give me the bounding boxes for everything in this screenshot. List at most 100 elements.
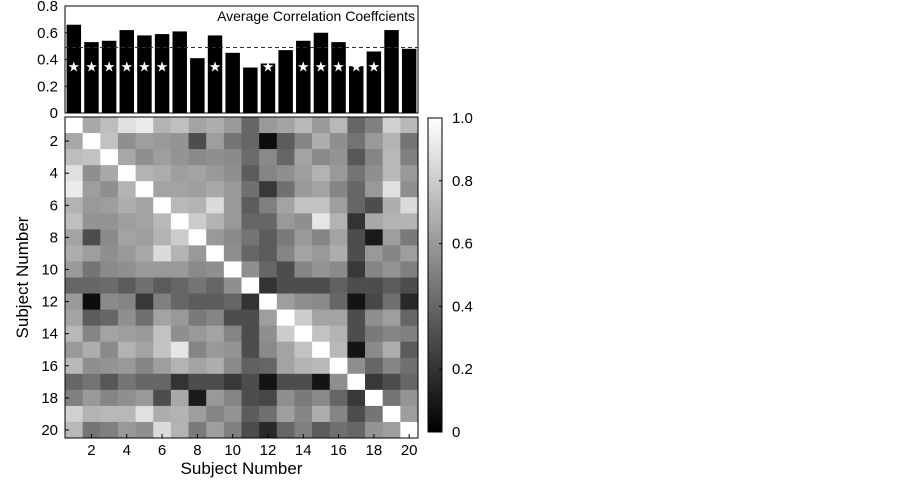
heatmap-cell [206, 165, 225, 182]
heatmap-cell [259, 133, 278, 150]
heatmap-cell [329, 133, 348, 150]
bar-series [66, 24, 417, 114]
heatmap-cell [329, 229, 348, 246]
heatmap-cell [259, 389, 278, 407]
heatmap-cell [312, 213, 331, 230]
heatmap-cell [365, 133, 384, 150]
heatmap-cell [347, 293, 366, 310]
heatmap-cell [100, 325, 119, 343]
heatmap-cell [65, 117, 84, 134]
heatmap-cell [188, 117, 207, 134]
heatmap-cell [294, 245, 313, 262]
heatmap-cell [365, 357, 384, 375]
bar-subject-14 [296, 40, 311, 113]
heatmap-cell [170, 165, 189, 182]
heatmap-cell [329, 421, 348, 439]
heatmap-cell [276, 357, 295, 375]
heatmap-x-tick-label: 10 [224, 442, 241, 459]
heatmap-cell [347, 181, 366, 198]
heatmap-cell [206, 245, 225, 262]
heatmap-cell [259, 149, 278, 166]
heatmap-cell [170, 245, 189, 262]
heatmap-cell [276, 165, 295, 182]
heatmap-y-tick-label: 10 [41, 261, 58, 278]
heatmap-cell [117, 405, 136, 423]
heatmap-cell [329, 277, 348, 294]
bar-chart-title: Average Correlation Coeffcients [217, 8, 415, 24]
heatmap-cell [188, 197, 207, 214]
heatmap-cell [100, 309, 119, 327]
star-marker-18: ★ [368, 60, 381, 76]
heatmap-cell [206, 309, 225, 327]
heatmap-cell [100, 293, 119, 310]
star-marker-6: ★ [156, 60, 169, 76]
heatmap-cell [65, 245, 84, 262]
heatmap-cell [382, 229, 401, 246]
heatmap-cell [100, 389, 119, 407]
heatmap-cell [117, 117, 136, 134]
heatmap-cell [135, 421, 154, 439]
heatmap-cell [223, 261, 242, 278]
bar-y-tick-label: 0.6 [37, 25, 58, 42]
heatmap-cell [65, 341, 84, 359]
heatmap-cell [276, 133, 295, 150]
heatmap-cell [241, 213, 260, 230]
heatmap-cell [294, 309, 313, 327]
heatmap-y-tick-label: 8 [50, 229, 58, 246]
heatmap-cell [276, 149, 295, 166]
heatmap-cell [153, 181, 172, 198]
heatmap-cell [329, 341, 348, 359]
heatmap-y-ticks: 2 4 6 8 10 12 14 16 18 20 [41, 133, 69, 439]
heatmap-cell [188, 309, 207, 327]
heatmap-cell [82, 245, 101, 262]
heatmap-cell [241, 325, 260, 343]
heatmap-cell [365, 309, 384, 327]
heatmap-cell [312, 245, 331, 262]
heatmap-cell [400, 245, 419, 262]
heatmap-cell [259, 293, 278, 310]
heatmap-cell [223, 117, 242, 134]
heatmap-cell [100, 149, 119, 166]
heatmap-cell [188, 165, 207, 182]
bar-y-tick-label: 0.4 [37, 52, 58, 69]
heatmap-cell [400, 197, 419, 214]
heatmap-cell [312, 229, 331, 246]
heatmap-cell [82, 421, 101, 439]
heatmap-cell [100, 181, 119, 198]
heatmap-cell [259, 117, 278, 134]
heatmap-cell [188, 389, 207, 407]
heatmap-x-tick-label: 6 [158, 442, 166, 459]
heatmap-cell [153, 421, 172, 439]
heatmap-cell [153, 309, 172, 327]
heatmap-cell [382, 165, 401, 182]
heatmap-cell [135, 405, 154, 423]
heatmap-cell [241, 261, 260, 278]
heatmap-cell [153, 165, 172, 182]
heatmap-cell [100, 277, 119, 294]
heatmap-cell [153, 341, 172, 359]
bar-subject-17 [348, 66, 364, 113]
bar-subject-9 [207, 35, 223, 113]
heatmap-cell [259, 229, 278, 246]
heatmap-cell [347, 133, 366, 150]
heatmap-cell [117, 277, 136, 294]
heatmap-cell [312, 309, 331, 327]
heatmap-cell [153, 149, 172, 166]
average-correlation-bar-chart: ★ ★ ★ ★ ★ ★ ★ ★ ★ ★ ★ ★ ★ 00.20.40.60.8 Average Corr… [37, 0, 419, 122]
heatmap-cell [65, 229, 84, 246]
heatmap-cell [400, 325, 419, 343]
heatmap-cell [259, 165, 278, 182]
heatmap-cell [188, 149, 207, 166]
heatmap-cell [382, 181, 401, 198]
heatmap-cell [365, 421, 384, 439]
heatmap-cell [400, 133, 419, 150]
heatmap-cell [65, 133, 84, 150]
heatmap-cell [365, 181, 384, 198]
heatmap-cell [135, 197, 154, 214]
heatmap-cell [241, 245, 260, 262]
heatmap-cell [82, 357, 101, 375]
heatmap-cell [153, 325, 172, 343]
heatmap-cell [65, 181, 84, 198]
heatmap-cell [382, 149, 401, 166]
heatmap-cell [329, 213, 348, 230]
